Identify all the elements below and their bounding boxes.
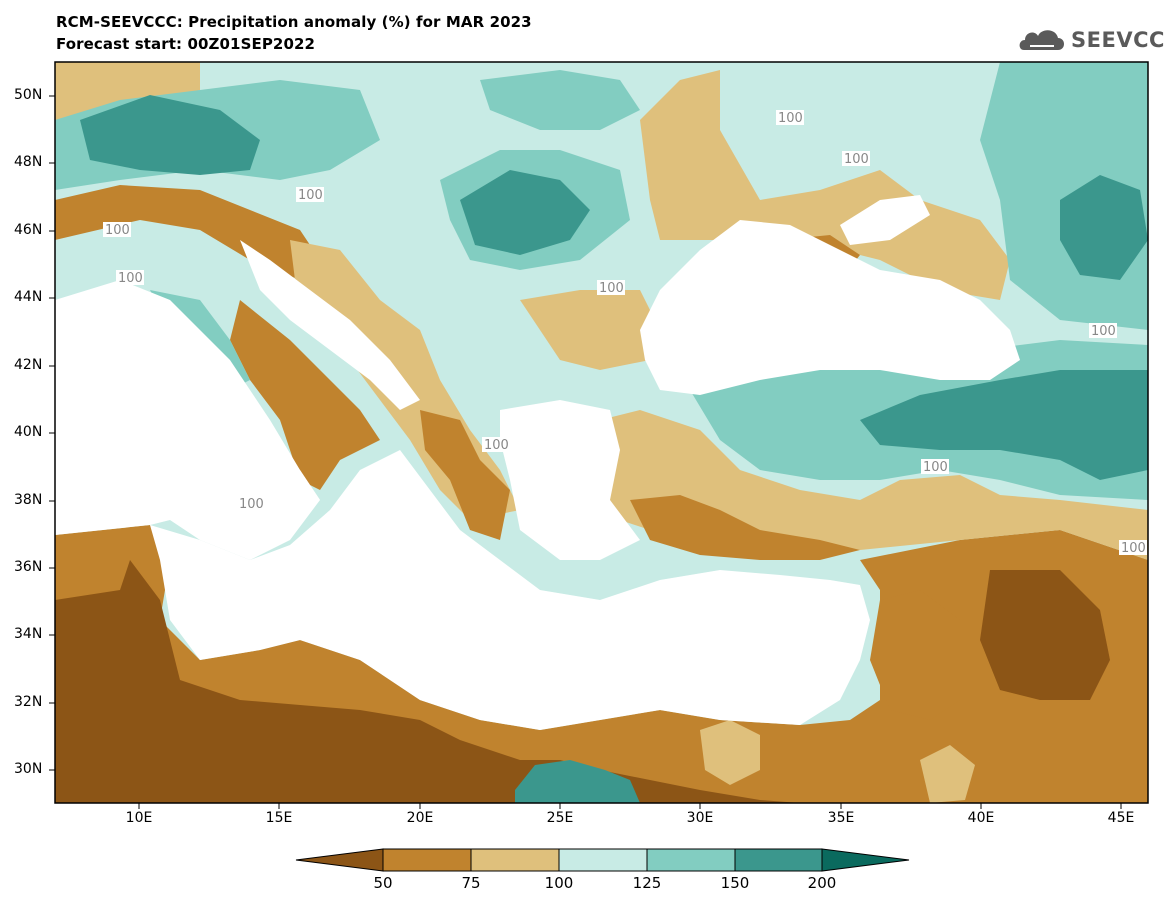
colorbar-swatch: [558, 848, 648, 872]
lat-label: 38N: [14, 492, 43, 508]
anomaly-zone-arabia-slightly-dry: [920, 745, 975, 803]
anomaly-zone-russia-very-wet: [1060, 175, 1148, 280]
lat-label: 34N: [14, 626, 43, 642]
anomaly-zone-egypt-slightly-dry: [700, 720, 760, 785]
lat-label: 36N: [14, 559, 43, 575]
colorbar-label: 150: [720, 874, 750, 892]
contour-label: 100: [599, 281, 624, 296]
contour-label: 100: [239, 497, 264, 512]
anomaly-zone-libya-wet: [515, 760, 640, 803]
anomaly-zone-germany-very-wet: [80, 95, 260, 175]
colorbar-label: 100: [544, 874, 574, 892]
anomaly-zone-africa-very-dry: [55, 560, 800, 803]
anomaly-zone-poland-wet: [480, 70, 640, 130]
anomaly-zone-west-slightly-dry: [55, 62, 200, 120]
contour-label: 100: [844, 152, 869, 167]
colorbar-label: 200: [807, 874, 837, 892]
lon-label: 45E: [1107, 810, 1135, 826]
forecast-start: Forecast start: 00Z01SEP2022: [56, 35, 316, 53]
colorbar-extend-low: [295, 848, 384, 872]
sea-central-med: [150, 450, 870, 730]
lon-label: 35E: [827, 810, 855, 826]
map-area: [55, 62, 1148, 803]
colorbar-label: 50: [373, 874, 393, 892]
anomaly-zone-mideast-dry: [870, 590, 960, 720]
contour-label: 100: [484, 438, 509, 453]
anomaly-zone-caucasus-very-wet: [860, 370, 1148, 480]
anomaly-zone-anatolia-dry: [630, 495, 860, 560]
sea-adriatic: [240, 240, 420, 410]
logo-text: SEEVCCC: [1071, 28, 1165, 52]
anomaly-zone-arabia-very-dry: [980, 570, 1110, 700]
lat-label: 30N: [14, 761, 43, 777]
colorbar-label: 75: [461, 874, 481, 892]
contour-label: 100: [923, 460, 948, 475]
lon-label: 25E: [546, 810, 574, 826]
colorbar-swatch: [382, 848, 472, 872]
lon-label: 40E: [967, 810, 995, 826]
lat-ticks: [49, 95, 55, 771]
lat-label: 42N: [14, 357, 43, 373]
lat-label: 40N: [14, 424, 43, 440]
contour-label: 100: [1121, 541, 1146, 556]
lon-label: 30E: [686, 810, 714, 826]
colorbar-extend-high: [821, 848, 910, 872]
contour-label: 100: [778, 111, 803, 126]
anomaly-zone-greece-dry: [420, 410, 510, 540]
anomaly-zone-italy-dry: [230, 300, 380, 490]
contour-label: 100: [118, 271, 143, 286]
lon-label: 10E: [125, 810, 153, 826]
contour-label: 100: [1091, 324, 1116, 339]
map-title: RCM-SEEVCCC: Precipitation anomaly (%) f…: [56, 13, 532, 31]
lat-label: 32N: [14, 694, 43, 710]
lat-label: 46N: [14, 222, 43, 238]
lat-label: 48N: [14, 154, 43, 170]
contour-labels: 100 100 100 100 100 100 100 100 100 100 …: [103, 110, 1147, 556]
lon-label: 15E: [265, 810, 293, 826]
lat-label: 44N: [14, 289, 43, 305]
sea-tyrrhenian: [130, 340, 320, 520]
lat-label: 50N: [14, 87, 43, 103]
colorbar-swatch: [734, 848, 823, 872]
sea-aegean: [500, 400, 640, 560]
colorbar-swatch: [646, 848, 736, 872]
sea-azov: [840, 195, 930, 245]
anomaly-zone-hungary-very-wet: [460, 170, 590, 255]
contour-label: 100: [105, 223, 130, 238]
seevccc-logo: SEEVCCC: [1016, 22, 1165, 58]
lon-ticks: [138, 803, 1122, 809]
anomaly-zone-romania-slightly-dry: [520, 290, 660, 370]
colorbar-swatch: [470, 848, 560, 872]
cloud-icon: [1019, 30, 1064, 50]
anomaly-zone-ukraine-slightly-dry: [640, 70, 1010, 300]
sea-black: [640, 220, 1020, 395]
contour-label: 100: [298, 188, 323, 203]
colorbar-label: 125: [632, 874, 662, 892]
lon-label: 20E: [406, 810, 434, 826]
colorbar: [295, 848, 910, 872]
